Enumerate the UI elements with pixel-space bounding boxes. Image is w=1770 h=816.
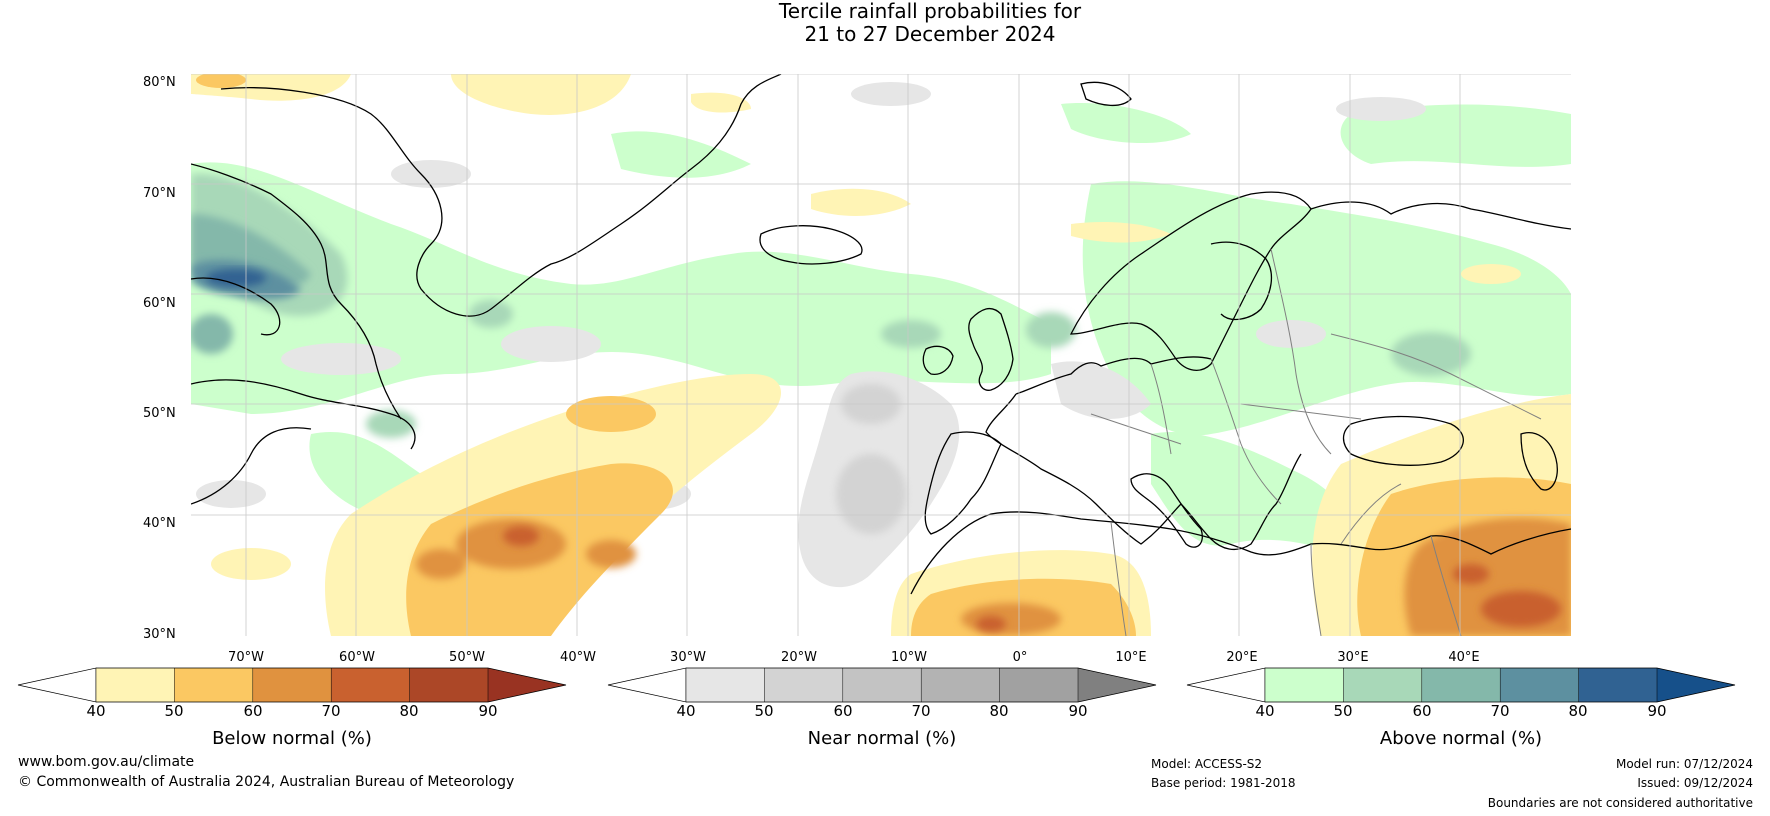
colorbar-below-tick-90: 90 — [478, 702, 498, 720]
lon-label-20w: 20°W — [781, 650, 817, 665]
tercile-map — [191, 74, 1571, 636]
map-title: Tercile rainfall probabilities for 21 to… — [0, 0, 1770, 46]
lat-label-70n: 70°N — [143, 186, 176, 201]
lon-label-70w: 70°W — [228, 650, 264, 665]
colorbar-near-normal — [607, 667, 1157, 703]
colorbar-near-seg-5 — [999, 668, 1078, 702]
lat-label-80n: 80°N — [143, 75, 176, 90]
graticule — [191, 74, 1571, 636]
colorbar-below-tick-50: 50 — [164, 702, 184, 720]
country-boundaries — [1090, 248, 1542, 636]
colorbar-near-low-extension — [607, 667, 687, 703]
lat-label-30n: 30°N — [143, 627, 176, 642]
colorbar-near-high-extension — [1078, 668, 1156, 702]
lat-label-60n: 60°N — [143, 296, 176, 311]
lon-label-10e: 10°E — [1115, 650, 1147, 665]
lon-label-0: 0° — [1012, 650, 1028, 665]
colorbar-below-seg-1 — [96, 668, 175, 702]
probability-shading — [191, 74, 1571, 636]
model-run-label: Model run: 07/12/2024 — [1615, 757, 1753, 771]
colorbar-above-high-extension — [1657, 668, 1735, 702]
colorbar-near-seg-4 — [921, 668, 1000, 702]
lon-label-40e: 40°E — [1448, 650, 1480, 665]
copyright-text: © Commonwealth of Australia 2024, Austra… — [18, 774, 515, 790]
colorbar-above-normal — [1186, 667, 1736, 703]
colorbar-above-seg-3 — [1421, 668, 1501, 702]
colorbar-near-seg-1 — [686, 668, 765, 702]
colorbar-below-seg-2 — [174, 668, 253, 702]
colorbar-near-tick-70: 70 — [911, 702, 931, 720]
colorbar-above-low-extension — [1186, 667, 1266, 703]
colorbar-below-seg-3 — [252, 668, 332, 702]
lon-label-20e: 20°E — [1226, 650, 1258, 665]
colorbar-near-tick-90: 90 — [1068, 702, 1088, 720]
lon-label-30e: 30°E — [1337, 650, 1369, 665]
lat-label-50n: 50°N — [143, 406, 176, 421]
colorbar-near-seg-3 — [842, 668, 922, 702]
colorbar-near-seg-2 — [764, 668, 843, 702]
colorbar-above-seg-2 — [1343, 668, 1422, 702]
lon-label-10w: 10°W — [891, 650, 927, 665]
lon-label-50w: 50°W — [449, 650, 485, 665]
colorbar-below-tick-40: 40 — [86, 702, 106, 720]
colorbar-below-seg-4 — [331, 668, 410, 702]
colorbar-above-tick-90: 90 — [1647, 702, 1667, 720]
colorbar-above-seg-5 — [1578, 668, 1657, 702]
base-period-label: Base period: 1981-2018 — [1151, 776, 1296, 790]
coastlines — [191, 74, 1571, 595]
lon-label-30w: 30°W — [670, 650, 706, 665]
colorbar-above-tick-80: 80 — [1568, 702, 1588, 720]
colorbar-above-seg-1 — [1265, 668, 1344, 702]
colorbar-near-caption: Near normal (%) — [807, 728, 957, 749]
issued-label: Issued: 09/12/2024 — [1637, 776, 1753, 790]
colorbar-near-tick-50: 50 — [754, 702, 774, 720]
disclaimer-text: Boundaries are not considered authoritat… — [1487, 796, 1753, 810]
website-link[interactable]: www.bom.gov.au/climate — [18, 754, 195, 770]
colorbar-below-normal — [17, 667, 567, 703]
lat-label-40n: 40°N — [143, 516, 176, 531]
colorbar-below-caption: Below normal (%) — [212, 728, 372, 749]
map-title-line2: 21 to 27 December 2024 — [804, 22, 1056, 46]
colorbar-below-tick-70: 70 — [321, 702, 341, 720]
colorbar-near-tick-80: 80 — [989, 702, 1009, 720]
colorbar-above-seg-4 — [1500, 668, 1579, 702]
colorbar-above-tick-40: 40 — [1255, 702, 1275, 720]
colorbar-above-tick-60: 60 — [1412, 702, 1432, 720]
colorbar-below-tick-60: 60 — [243, 702, 263, 720]
model-label: Model: ACCESS-S2 — [1151, 757, 1263, 771]
colorbar-near-tick-40: 40 — [676, 702, 696, 720]
lon-label-40w: 40°W — [560, 650, 596, 665]
map-title-line1: Tercile rainfall probabilities for — [778, 0, 1082, 23]
colorbar-below-seg-5 — [409, 668, 488, 702]
lon-label-60w: 60°W — [339, 650, 375, 665]
colorbar-below-low-extension — [17, 667, 97, 703]
colorbar-above-tick-50: 50 — [1333, 702, 1353, 720]
colorbar-near-tick-60: 60 — [833, 702, 853, 720]
map-canvas — [191, 74, 1571, 636]
colorbar-above-caption: Above normal (%) — [1379, 728, 1543, 749]
colorbar-above-tick-70: 70 — [1490, 702, 1510, 720]
colorbar-below-tick-80: 80 — [399, 702, 419, 720]
colorbar-below-high-extension — [488, 668, 566, 702]
